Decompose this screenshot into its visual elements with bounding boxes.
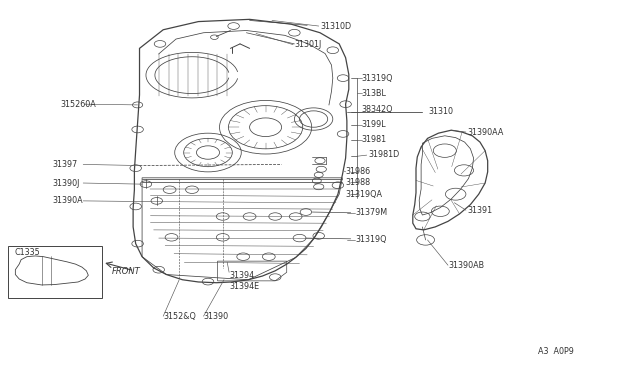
- Text: 31394: 31394: [229, 271, 254, 280]
- Text: 31981D: 31981D: [368, 150, 399, 159]
- Text: 31981: 31981: [362, 135, 387, 144]
- Text: 31390AA: 31390AA: [467, 128, 504, 137]
- Text: 31390A: 31390A: [52, 196, 83, 205]
- Text: 31390J: 31390J: [52, 179, 80, 187]
- Text: 31394E: 31394E: [229, 282, 259, 291]
- Text: C1335: C1335: [14, 248, 40, 257]
- Text: 31319Q: 31319Q: [355, 235, 387, 244]
- Text: 313BL: 313BL: [362, 89, 387, 97]
- Text: 31310D: 31310D: [320, 22, 351, 31]
- Text: A3  A0P9: A3 A0P9: [538, 347, 573, 356]
- Text: 3152&Q: 3152&Q: [163, 312, 196, 321]
- Text: 31397: 31397: [52, 160, 77, 169]
- Text: 31390: 31390: [204, 312, 228, 321]
- Text: 31391: 31391: [467, 206, 492, 215]
- Text: 31319Q: 31319Q: [362, 74, 393, 83]
- Text: 31986: 31986: [346, 167, 371, 176]
- Text: 31379M: 31379M: [355, 208, 387, 217]
- Text: 31988: 31988: [346, 178, 371, 187]
- Text: 38342Q: 38342Q: [362, 105, 393, 114]
- Text: 315260A: 315260A: [61, 100, 97, 109]
- Text: 31390AB: 31390AB: [448, 262, 484, 270]
- Text: 3199L: 3199L: [362, 120, 386, 129]
- Text: FRONT: FRONT: [112, 267, 141, 276]
- Text: 31301J: 31301J: [294, 40, 322, 49]
- Bar: [8, 246, 102, 298]
- Text: 31310: 31310: [429, 107, 454, 116]
- Text: 31319QA: 31319QA: [346, 190, 383, 199]
